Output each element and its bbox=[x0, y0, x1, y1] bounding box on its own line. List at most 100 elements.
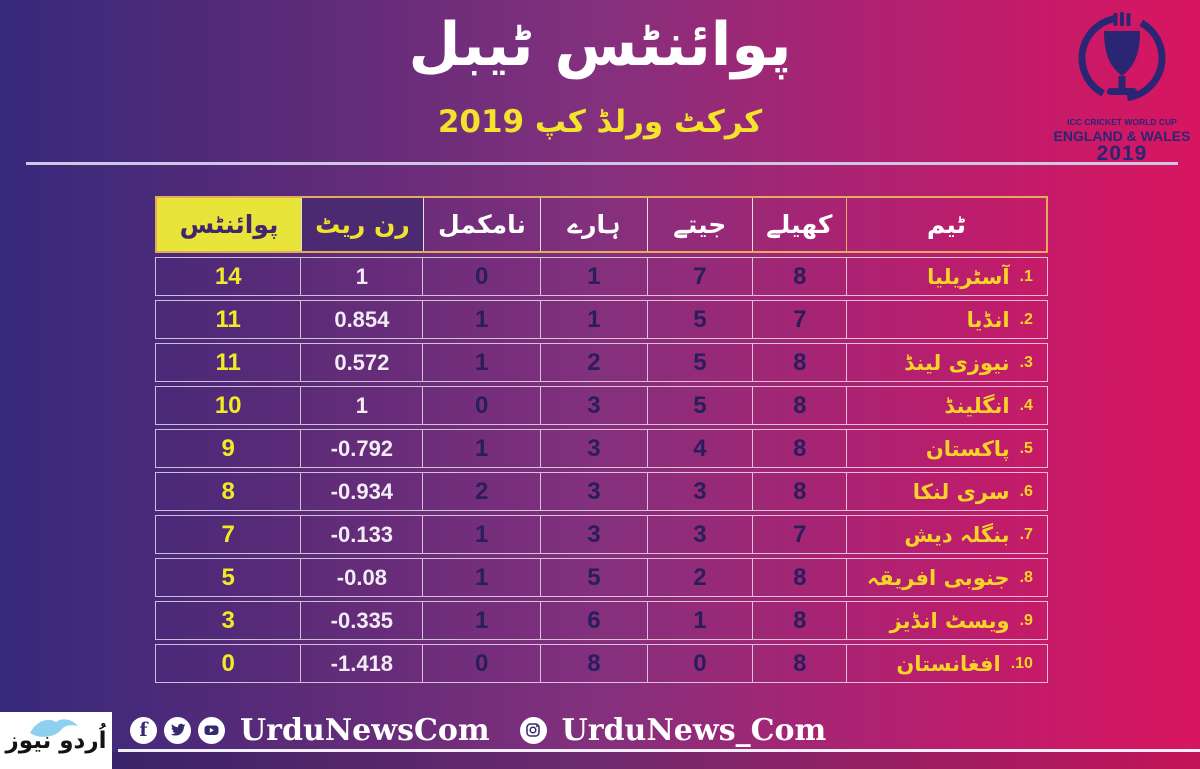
won-cell: 5 bbox=[646, 301, 752, 338]
played-cell: 8 bbox=[752, 430, 846, 467]
facebook-glyph: f bbox=[139, 718, 148, 741]
brand-logo-text: اُردو نیوز bbox=[5, 727, 107, 754]
logo-line1: ICC CRICKET WORLD CUP bbox=[1067, 117, 1177, 127]
no-result-cell: 1 bbox=[422, 516, 540, 553]
footer-divider bbox=[118, 749, 1200, 752]
header-won: جیتے bbox=[646, 198, 752, 251]
run-rate-cell: 0.854 bbox=[300, 301, 422, 338]
played-cell: 8 bbox=[752, 258, 846, 295]
page-title: پوائنٹس ٹیبل bbox=[408, 10, 792, 80]
team-cell: 3. نیوزی لینڈ bbox=[846, 344, 1046, 381]
played-cell: 8 bbox=[752, 387, 846, 424]
won-cell: 5 bbox=[646, 387, 752, 424]
team-name: انڈیا bbox=[966, 307, 1010, 332]
table-row: 10 1 0 3 5 8 4. انگلینڈ bbox=[155, 386, 1048, 425]
played-cell: 8 bbox=[752, 602, 846, 639]
lost-cell: 5 bbox=[540, 559, 647, 596]
played-cell: 7 bbox=[752, 516, 846, 553]
played-cell: 7 bbox=[752, 301, 846, 338]
table-row: 14 1 0 1 7 8 1. آسٹریلیا bbox=[155, 257, 1048, 296]
lost-cell: 1 bbox=[540, 301, 647, 338]
lost-cell: 2 bbox=[540, 344, 647, 381]
lost-cell: 3 bbox=[540, 430, 647, 467]
title-divider bbox=[26, 162, 1178, 165]
run-rate-cell: -0.792 bbox=[300, 430, 422, 467]
no-result-cell: 1 bbox=[422, 301, 540, 338]
team-name: آسٹریلیا bbox=[927, 264, 1010, 289]
run-rate-cell: -0.08 bbox=[300, 559, 422, 596]
lost-cell: 8 bbox=[540, 645, 647, 682]
played-cell: 8 bbox=[752, 559, 846, 596]
team-cell: 4. انگلینڈ bbox=[846, 387, 1046, 424]
team-rank: 5. bbox=[1019, 439, 1033, 457]
run-rate-cell: 1 bbox=[300, 258, 422, 295]
team-cell: 7. بنگلہ دیش bbox=[846, 516, 1046, 553]
run-rate-cell: -0.934 bbox=[300, 473, 422, 510]
points-cell: 11 bbox=[215, 305, 241, 333]
team-name: جنوبی افریقہ bbox=[866, 565, 1010, 590]
header-team: ٹیم bbox=[845, 198, 1046, 251]
table-row: 3 -0.335 1 6 1 8 9. ویسٹ انڈیز bbox=[155, 601, 1048, 640]
team-cell: 6. سری لنکا bbox=[846, 473, 1046, 510]
trophy-icon: ICC CRICKET WORLD CUP ENGLAND & WALES 20… bbox=[1054, 12, 1190, 165]
table-row: 7 -0.133 1 3 3 7 7. بنگلہ دیش bbox=[155, 515, 1048, 554]
instagram-icon bbox=[519, 716, 547, 744]
icc-world-cup-logo: ICC CRICKET WORLD CUP ENGLAND & WALES 20… bbox=[1052, 6, 1192, 166]
points-cell: 3 bbox=[221, 606, 235, 634]
won-cell: 3 bbox=[646, 473, 752, 510]
run-rate-cell: 1 bbox=[300, 387, 422, 424]
points-cell: 11 bbox=[215, 348, 241, 376]
won-cell: 0 bbox=[646, 645, 752, 682]
no-result-cell: 1 bbox=[422, 559, 540, 596]
won-cell: 1 bbox=[646, 602, 752, 639]
team-name: سری لنکا bbox=[912, 479, 1010, 504]
won-cell: 2 bbox=[646, 559, 752, 596]
twitter-icon bbox=[164, 716, 191, 744]
team-rank: 1. bbox=[1019, 267, 1033, 285]
points-cell: 9 bbox=[221, 434, 235, 462]
table-header-row: پوائنٹس رن ریٹ نامکمل ہارے جیتے کھیلے ٹی… bbox=[155, 196, 1048, 253]
team-name: انگلینڈ bbox=[944, 393, 1010, 418]
run-rate-cell: -1.418 bbox=[300, 645, 422, 682]
played-cell: 8 bbox=[752, 645, 846, 682]
points-cell: 0 bbox=[221, 649, 235, 677]
won-cell: 7 bbox=[646, 258, 752, 295]
lost-cell: 1 bbox=[540, 258, 647, 295]
team-name: نیوزی لینڈ bbox=[904, 350, 1010, 375]
table-row: 5 -0.08 1 5 2 8 8. جنوبی افریقہ bbox=[155, 558, 1048, 597]
table-body: 14 1 0 1 7 8 1. آسٹریلیا 11 0.854 1 1 5 7 2. انڈیا 11 0.5… bbox=[155, 257, 1048, 683]
header-lost: ہارے bbox=[540, 198, 647, 251]
played-cell: 8 bbox=[752, 344, 846, 381]
team-name: پاکستان bbox=[925, 436, 1010, 461]
team-rank: 7. bbox=[1019, 525, 1033, 543]
team-name: بنگلہ دیش bbox=[904, 522, 1010, 547]
points-cell: 14 bbox=[214, 262, 242, 290]
points-cell: 8 bbox=[221, 477, 235, 505]
team-name: افغانستان bbox=[896, 651, 1001, 676]
no-result-cell: 0 bbox=[422, 645, 540, 682]
lost-cell: 6 bbox=[540, 602, 647, 639]
run-rate-cell: -0.133 bbox=[300, 516, 422, 553]
table-row: 0 -1.418 0 8 0 8 10. افغانستان bbox=[155, 644, 1048, 683]
team-cell: 9. ویسٹ انڈیز bbox=[846, 602, 1046, 639]
page-subtitle: کرکٹ ورلڈ کپ 2019 bbox=[437, 104, 763, 140]
team-rank: 6. bbox=[1019, 482, 1033, 500]
points-cell: 5 bbox=[221, 563, 235, 591]
logo-year: 2019 bbox=[1097, 142, 1148, 162]
team-rank: 9. bbox=[1019, 611, 1033, 629]
won-cell: 4 bbox=[646, 430, 752, 467]
no-result-cell: 0 bbox=[422, 387, 540, 424]
header-points: پوائنٹس bbox=[157, 198, 302, 251]
youtube-icon bbox=[198, 716, 225, 744]
no-result-cell: 1 bbox=[422, 344, 540, 381]
run-rate-cell: -0.335 bbox=[300, 602, 422, 639]
team-cell: 5. پاکستان bbox=[846, 430, 1046, 467]
no-result-cell: 1 bbox=[422, 602, 540, 639]
team-rank: 4. bbox=[1019, 396, 1033, 414]
table-row: 11 0.854 1 1 5 7 2. انڈیا bbox=[155, 300, 1048, 339]
points-cell: 10 bbox=[214, 391, 242, 419]
team-cell: 10. افغانستان bbox=[846, 645, 1046, 682]
no-result-cell: 2 bbox=[422, 473, 540, 510]
team-cell: 8. جنوبی افریقہ bbox=[846, 559, 1046, 596]
